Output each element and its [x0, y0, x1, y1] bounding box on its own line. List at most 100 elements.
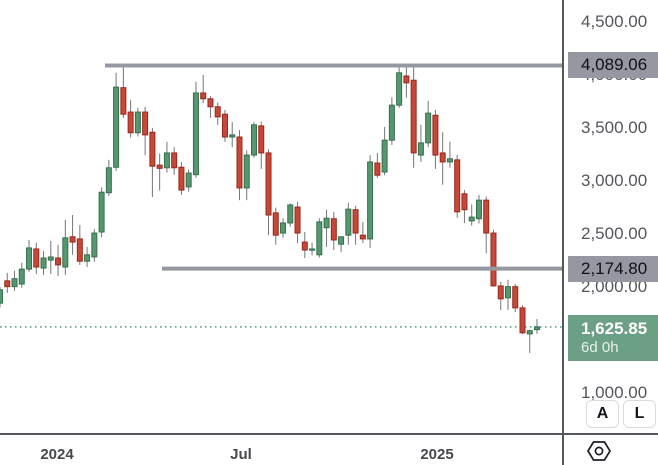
level-price-badge: 4,089.06	[568, 52, 658, 79]
candle	[519, 305, 526, 335]
candle	[497, 281, 504, 310]
candle	[221, 109, 228, 142]
candle	[76, 225, 83, 265]
candle	[62, 219, 69, 275]
candle	[512, 283, 519, 313]
log-scale-button[interactable]: L	[623, 400, 656, 428]
candle	[214, 102, 221, 125]
candle	[381, 126, 388, 176]
candle	[367, 155, 374, 248]
candle	[309, 242, 316, 256]
candle	[156, 153, 163, 191]
candle	[352, 205, 359, 245]
candle	[417, 124, 424, 162]
current-price-value: 1,625.85	[581, 318, 648, 338]
hexagon-circle-icon	[587, 440, 611, 461]
candle	[526, 329, 533, 353]
time-axis-separator	[0, 433, 658, 435]
price-axis[interactable]: 4,500.004,000.003,500.003,000.002,500.00…	[564, 0, 658, 433]
candle	[258, 121, 265, 169]
candle	[120, 64, 127, 118]
candle	[91, 228, 98, 262]
candle	[454, 155, 461, 218]
candle	[200, 74, 207, 104]
candle	[113, 72, 120, 171]
time-label: Jul	[230, 446, 252, 463]
candle	[33, 242, 40, 274]
candle	[229, 122, 236, 148]
auto-scale-button[interactable]: A	[586, 400, 619, 428]
candle	[265, 149, 272, 236]
candle	[11, 270, 18, 291]
candle	[410, 66, 417, 168]
corner-settings-button[interactable]	[564, 436, 658, 465]
candle	[47, 241, 54, 274]
candle	[468, 204, 475, 226]
candle	[26, 239, 33, 272]
candle	[40, 251, 47, 275]
candle	[98, 187, 105, 238]
candle	[504, 279, 511, 310]
candle	[359, 221, 366, 244]
candle	[69, 215, 76, 255]
candles	[0, 64, 541, 353]
time-label: 2024	[40, 446, 74, 463]
candle	[105, 159, 112, 196]
time-axis[interactable]: 2024 Jul 2025	[0, 435, 563, 465]
candle	[432, 109, 439, 169]
price-axis-separator	[562, 0, 564, 465]
candle	[4, 272, 11, 294]
price-chart[interactable]	[0, 0, 563, 433]
candle	[280, 218, 287, 238]
candle	[388, 97, 395, 145]
price-label: 3,000.00	[581, 171, 648, 191]
bar-countdown: 6d 0h	[581, 338, 619, 356]
candle	[0, 287, 3, 308]
candle	[192, 81, 199, 178]
candle	[338, 236, 345, 253]
candle	[461, 190, 468, 223]
candle	[178, 161, 185, 195]
candle	[142, 106, 149, 156]
candle	[490, 229, 497, 287]
candle	[439, 132, 446, 185]
candle	[287, 203, 294, 227]
candle	[163, 141, 170, 173]
candle	[301, 231, 308, 258]
candle	[55, 244, 62, 277]
candle	[243, 150, 250, 201]
price-label: 3,500.00	[581, 117, 648, 137]
candle	[323, 209, 330, 247]
chart-plot-area[interactable]	[0, 0, 563, 433]
price-label: 2,500.00	[581, 224, 648, 244]
candle	[534, 319, 541, 334]
candle	[207, 96, 214, 118]
candle	[185, 169, 192, 192]
candle	[475, 194, 482, 224]
price-label: 1,000.00	[581, 383, 648, 403]
candle	[272, 207, 279, 245]
candle	[134, 107, 141, 137]
candle	[374, 152, 381, 178]
candle	[483, 196, 490, 254]
candle	[250, 122, 257, 158]
candle	[294, 201, 301, 244]
candle	[127, 99, 134, 138]
candle	[236, 130, 243, 201]
level-price-badge: 2,174.80	[568, 255, 658, 282]
candle	[425, 100, 432, 148]
candle	[149, 127, 156, 197]
current-price-badge: 1,625.85 6d 0h	[568, 314, 658, 361]
time-label: 2025	[420, 446, 454, 463]
candle	[345, 202, 352, 245]
candle	[403, 65, 410, 98]
price-label: 4,500.00	[581, 11, 648, 31]
candle	[330, 211, 337, 251]
price-label: 2,000.00	[581, 277, 648, 297]
candle	[171, 147, 178, 175]
candle	[18, 262, 25, 288]
candle	[446, 141, 453, 168]
candle	[316, 218, 323, 258]
candle	[396, 64, 403, 108]
